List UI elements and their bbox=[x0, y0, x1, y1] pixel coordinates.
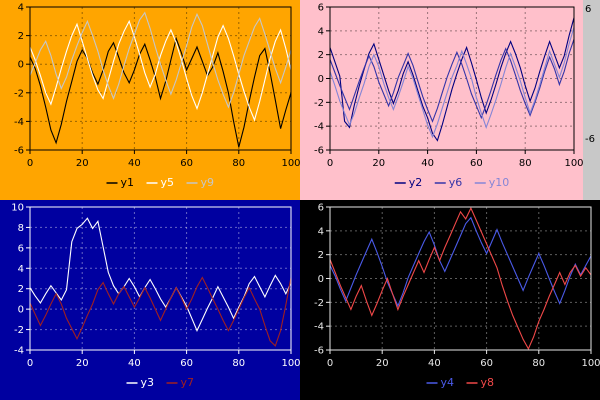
y-tick-label: 10 bbox=[11, 203, 24, 214]
y-tick-label: 6 bbox=[18, 243, 24, 254]
y-tick-label: 4 bbox=[18, 264, 24, 275]
chart-panel-orange: 0 20 40 60 80 100 4 2 0 -2 -4 -6 y1 y5 y9 bbox=[0, 0, 300, 200]
chart-panel-navy: 0 20 40 60 80 100 10 8 6 4 2 0 -2 -4 y3 y7 bbox=[0, 200, 300, 400]
y-tick-label: 2 bbox=[18, 31, 24, 42]
x-tick-label: 100 bbox=[581, 358, 600, 369]
x-tick-label: 20 bbox=[376, 358, 389, 369]
y-tick-label: 8 bbox=[18, 223, 24, 234]
y-tick-label: 6 bbox=[318, 203, 324, 214]
x-tick-label: 60 bbox=[180, 358, 193, 369]
series-line-y4 bbox=[329, 216, 592, 308]
x-tick-label: 100 bbox=[564, 158, 583, 169]
x-tick-label: 20 bbox=[76, 358, 89, 369]
legend-label-y3: y3 bbox=[141, 376, 155, 389]
y-tick-label: 2 bbox=[318, 50, 324, 61]
chart-panel-pink: 0 20 40 60 80 100 6 4 2 0 -2 -4 -6 y2 y6 y10 6 -6 bbox=[300, 0, 600, 200]
legend-label-y2: y2 bbox=[409, 176, 423, 189]
legend-label-y9: y9 bbox=[201, 176, 215, 189]
x-tick-label: 0 bbox=[27, 158, 33, 169]
legend-label-y1: y1 bbox=[121, 176, 135, 189]
y-tick-label: 0 bbox=[18, 305, 24, 316]
y-tick-label: 4 bbox=[18, 3, 24, 14]
y-tick-label: 4 bbox=[318, 26, 324, 37]
legend-label-y7: y7 bbox=[181, 376, 195, 389]
x-tick-label: 100 bbox=[281, 158, 300, 169]
chart-y4-y8: 0 20 40 60 80 100 6 4 2 0 -2 -4 -6 y4 y8 bbox=[300, 200, 600, 400]
panel-background bbox=[300, 200, 600, 400]
x-tick-label: 40 bbox=[128, 158, 141, 169]
series-line-y3 bbox=[29, 217, 292, 332]
y-tick-label: 0 bbox=[318, 274, 324, 285]
x-tick-label: 80 bbox=[232, 158, 245, 169]
x-tick-label: 60 bbox=[470, 158, 483, 169]
legend-label-y8: y8 bbox=[481, 376, 495, 389]
y-tick-label: 4 bbox=[318, 226, 324, 237]
y-tick-label: -4 bbox=[314, 122, 324, 133]
chart-panel-black: 0 20 40 60 80 100 6 4 2 0 -2 -4 -6 y4 y8 bbox=[300, 200, 600, 400]
legend-label-y4: y4 bbox=[441, 376, 455, 389]
legend-label-y10: y10 bbox=[489, 176, 510, 189]
y-tick-label: -6 bbox=[314, 346, 324, 357]
y-tick-label: -6 bbox=[314, 146, 324, 157]
series-line-y10 bbox=[329, 27, 575, 139]
y-tick-label: -4 bbox=[14, 117, 24, 128]
x-tick-label: 80 bbox=[532, 358, 545, 369]
series-line-y2 bbox=[329, 17, 575, 142]
y-tick-label: -2 bbox=[314, 98, 324, 109]
series-line-y9 bbox=[29, 11, 292, 109]
x-tick-label: 20 bbox=[372, 158, 385, 169]
y-tick-label: 2 bbox=[318, 250, 324, 261]
y-tick-label: -4 bbox=[14, 346, 24, 357]
chart-y2-y6-y10: 0 20 40 60 80 100 6 4 2 0 -2 -4 -6 y2 y6 y10 bbox=[300, 0, 584, 200]
y-tick-label: -2 bbox=[14, 88, 24, 99]
x-tick-label: 20 bbox=[76, 158, 89, 169]
series-line-y1 bbox=[29, 36, 292, 148]
x-tick-label: 100 bbox=[281, 358, 300, 369]
x-tick-label: 60 bbox=[480, 358, 493, 369]
x-tick-label: 80 bbox=[232, 358, 245, 369]
y-tick-label: -2 bbox=[314, 298, 324, 309]
series-line-y6 bbox=[329, 39, 575, 123]
x-tick-label: 40 bbox=[428, 358, 441, 369]
partial-next-chart-strip: 6 -6 bbox=[583, 0, 600, 200]
y-tick-label: -4 bbox=[314, 322, 324, 333]
x-tick-label: 40 bbox=[128, 358, 141, 369]
x-tick-label: 40 bbox=[421, 158, 434, 169]
plot-border bbox=[29, 206, 292, 351]
y-tick-label: 2 bbox=[18, 284, 24, 295]
partial-axis-label-top: 6 bbox=[585, 4, 592, 15]
y-tick-label: -2 bbox=[14, 325, 24, 336]
chart-y1-y5-y9: 0 20 40 60 80 100 4 2 0 -2 -4 -6 y1 y5 y9 bbox=[0, 0, 300, 200]
plot-border bbox=[29, 6, 292, 151]
x-tick-label: 60 bbox=[180, 158, 193, 169]
y-tick-label: -6 bbox=[14, 146, 24, 157]
y-tick-label: 6 bbox=[318, 3, 324, 14]
series-line-y8 bbox=[329, 206, 592, 351]
partial-axis-label-bottom: -6 bbox=[585, 134, 595, 145]
y-tick-label: 0 bbox=[318, 74, 324, 85]
y-tick-label: 0 bbox=[18, 60, 24, 71]
legend-label-y5: y5 bbox=[161, 176, 175, 189]
legend-label-y6: y6 bbox=[449, 176, 463, 189]
x-tick-label: 80 bbox=[519, 158, 532, 169]
panel-background bbox=[0, 200, 300, 400]
x-tick-label: 0 bbox=[27, 358, 33, 369]
x-tick-label: 0 bbox=[327, 158, 333, 169]
series-line-y5 bbox=[29, 19, 292, 122]
x-tick-label: 0 bbox=[327, 358, 333, 369]
series-line-y7 bbox=[29, 276, 292, 347]
chart-y3-y7: 0 20 40 60 80 100 10 8 6 4 2 0 -2 -4 y3 y7 bbox=[0, 200, 300, 400]
